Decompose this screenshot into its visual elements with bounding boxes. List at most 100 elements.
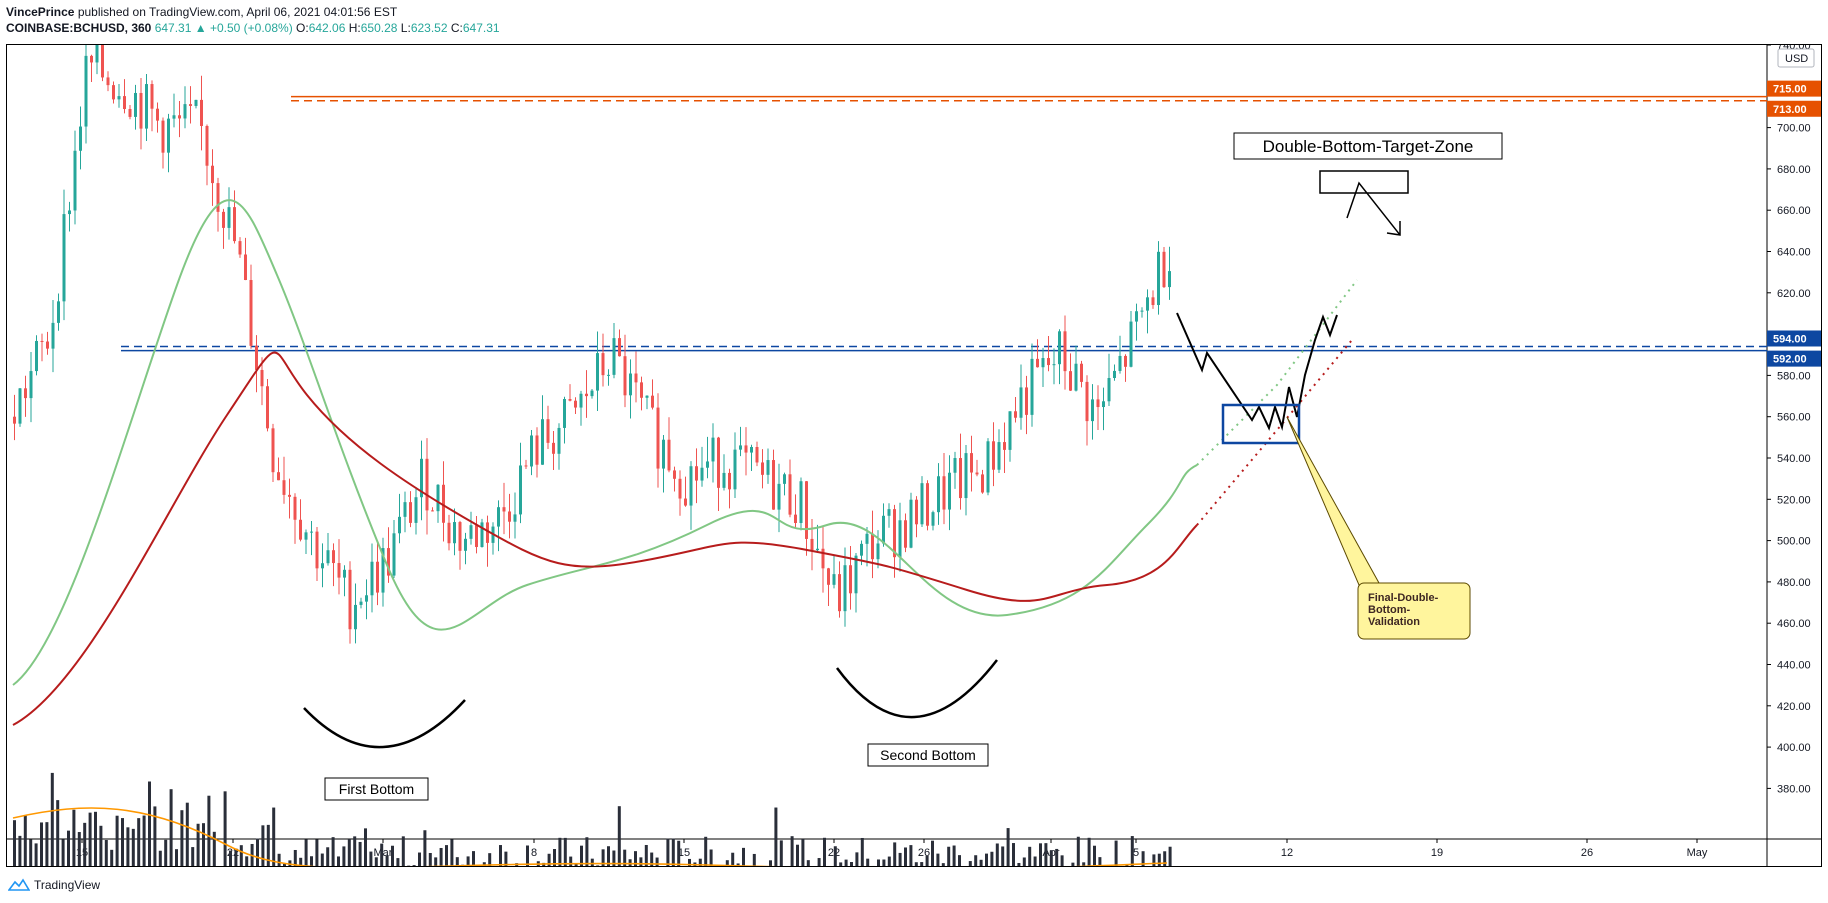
volume-bar <box>779 840 783 866</box>
level-price-label: 592.00 <box>1773 354 1807 366</box>
candle-body <box>810 538 814 551</box>
volume-bar <box>952 845 956 866</box>
volume-bar <box>34 843 38 866</box>
volume-bar <box>385 855 389 866</box>
volume-bar <box>985 853 988 866</box>
volume-bar <box>639 857 643 866</box>
second-bottom-arc <box>835 659 998 719</box>
candle-body <box>1129 321 1133 367</box>
candle-body <box>854 555 858 594</box>
volume-bar <box>650 852 654 866</box>
candle-body <box>414 497 418 523</box>
candle-body <box>502 507 506 512</box>
volume-bar <box>752 853 756 866</box>
candle-body <box>662 439 665 469</box>
volume-bar <box>320 853 324 866</box>
volume-bar <box>245 856 249 866</box>
candle-body <box>1085 381 1089 422</box>
candle-body <box>1008 411 1012 450</box>
volume-bar <box>439 847 443 866</box>
open-label: O: <box>296 21 309 35</box>
candle-body <box>1151 297 1155 306</box>
candle-body <box>486 522 489 543</box>
price-chart[interactable]: 740.00720.00700.00680.00660.00640.00620.… <box>7 45 1821 866</box>
candle-body <box>1074 363 1078 391</box>
target-arrow-path <box>1346 181 1401 236</box>
candle-body <box>1041 358 1045 368</box>
candle-body <box>766 460 770 475</box>
target-zone-label-frame <box>1233 132 1503 160</box>
volume-bar <box>61 839 65 866</box>
volume-bar <box>256 838 259 866</box>
second-bottom-label: Second Bottom <box>867 743 989 767</box>
volume-bar <box>180 810 184 866</box>
candle-body <box>1052 364 1056 366</box>
currency-badge <box>1777 48 1815 68</box>
candle-body <box>689 466 693 506</box>
candle-body <box>365 595 368 602</box>
volume-bar <box>423 830 427 866</box>
volume-bar <box>169 789 173 866</box>
candle-body <box>552 442 555 454</box>
price-tick-label: 460.00 <box>1777 618 1811 630</box>
candle-body <box>535 435 539 465</box>
volume-bar <box>1028 846 1032 866</box>
candle-body <box>95 45 99 63</box>
volume-bar <box>353 836 357 866</box>
candle-body <box>464 538 467 551</box>
target-box <box>1319 170 1409 194</box>
level-price-label: 715.00 <box>1773 84 1807 96</box>
volume-bar <box>83 822 87 866</box>
publish-line: VincePrince published on TradingView.com… <box>6 4 500 20</box>
candle-body <box>530 435 533 467</box>
candle-body <box>409 502 412 523</box>
candle-body <box>381 548 385 593</box>
volume-bar <box>666 838 670 866</box>
volume-bar <box>709 849 713 866</box>
footer-brand[interactable]: TradingView <box>34 878 101 892</box>
candle-body <box>447 522 451 544</box>
volume-bar <box>18 835 22 866</box>
volume-bar <box>833 846 837 866</box>
volume-bar <box>558 837 562 866</box>
price-tick-label: 440.00 <box>1777 660 1811 672</box>
candle-body <box>343 569 346 578</box>
projected-price-path <box>1176 312 1338 431</box>
volume-bar <box>617 806 621 866</box>
volume-bar <box>326 847 330 866</box>
volume-bar <box>898 852 902 866</box>
volume-bar <box>860 837 864 866</box>
volume-bar <box>893 842 897 866</box>
ohlc-line: COINBASE:BCHUSD, 360 647.31 ▲ +0.50 (+0.… <box>6 20 500 36</box>
volume-bar <box>563 837 567 866</box>
tradingview-logo-icon[interactable] <box>8 878 30 892</box>
candle-body <box>931 512 935 526</box>
chart-frame[interactable]: 740.00720.00700.00680.00660.00640.00620.… <box>6 44 1822 867</box>
candle-body <box>568 398 572 401</box>
candle-body <box>13 416 16 424</box>
author-name[interactable]: VincePrince <box>6 5 75 19</box>
candle-body <box>453 522 456 544</box>
volume-bar <box>968 861 972 866</box>
candle-body <box>629 373 632 396</box>
volume-bar <box>418 852 421 866</box>
candle-body <box>684 498 687 506</box>
candle-body <box>117 96 121 100</box>
volume-ma-line <box>12 807 1168 866</box>
volume-bar <box>736 863 740 866</box>
candle-body <box>277 472 280 481</box>
candle-body <box>695 466 698 481</box>
volume-bar <box>234 850 238 866</box>
volume-bar <box>304 839 308 866</box>
volume-bar <box>1152 854 1156 866</box>
volume-bar <box>72 809 76 866</box>
high-value: 650.28 <box>360 21 398 35</box>
target-zone-label-text: Double-Bottom-Target-Zone <box>1263 137 1474 156</box>
low-label: L: <box>400 21 411 35</box>
volume-bar <box>202 823 205 866</box>
validation-text-line: Bottom- <box>1368 604 1410 616</box>
volume-bar <box>990 851 994 866</box>
first-bottom-label-frame <box>324 777 429 801</box>
volume-bar <box>337 856 340 866</box>
candle-body <box>68 210 71 215</box>
